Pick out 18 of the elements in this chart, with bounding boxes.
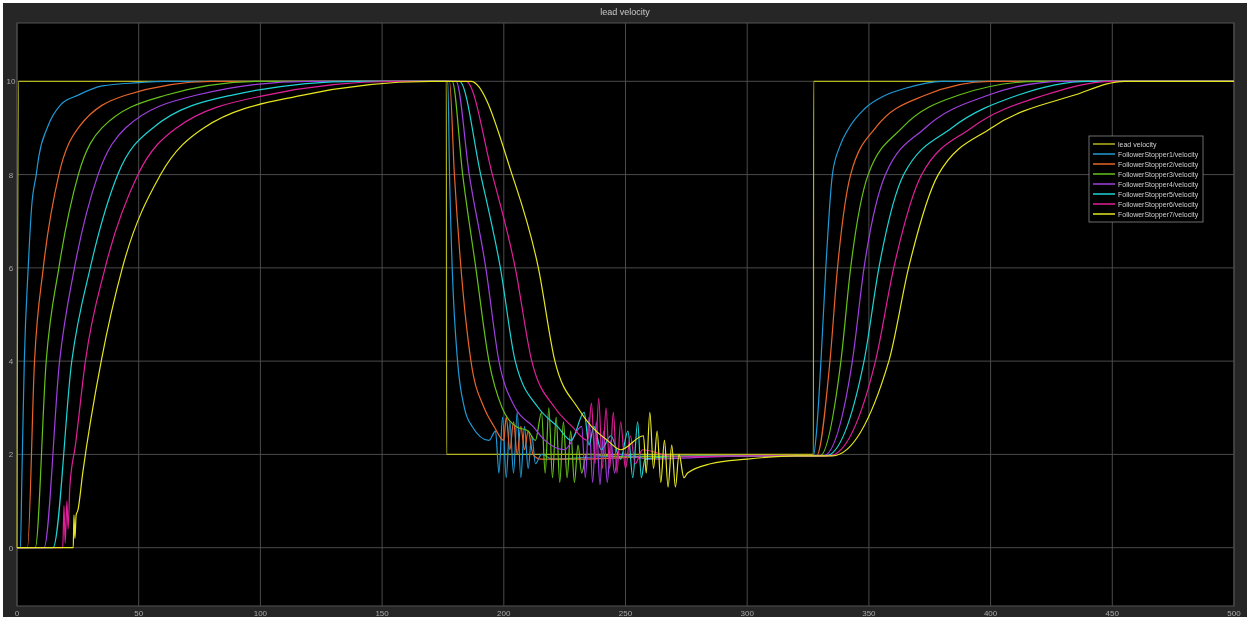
- x-tick-label: 100: [253, 609, 268, 618]
- y-tick-label: 2: [8, 450, 14, 460]
- x-tick-label: 50: [134, 609, 144, 618]
- x-tick-label: 0: [14, 609, 20, 618]
- y-tick-label: 8: [8, 170, 14, 180]
- chart-title: lead velocity: [600, 7, 651, 17]
- x-tick-label: 400: [983, 609, 998, 618]
- y-tick-label: 4: [8, 357, 14, 367]
- x-tick-label: 200: [497, 609, 512, 618]
- x-tick-label: 500: [1227, 609, 1242, 618]
- y-tick-label: 6: [8, 263, 14, 273]
- x-tick-label: 150: [375, 609, 390, 618]
- x-tick-label: 250: [618, 609, 633, 618]
- y-tick-label: 0: [8, 543, 14, 553]
- x-tick-label: 450: [1105, 609, 1120, 618]
- x-tick-label: 350: [862, 609, 877, 618]
- y-tick-label: 10: [6, 77, 16, 87]
- x-tick-label: 300: [740, 609, 755, 618]
